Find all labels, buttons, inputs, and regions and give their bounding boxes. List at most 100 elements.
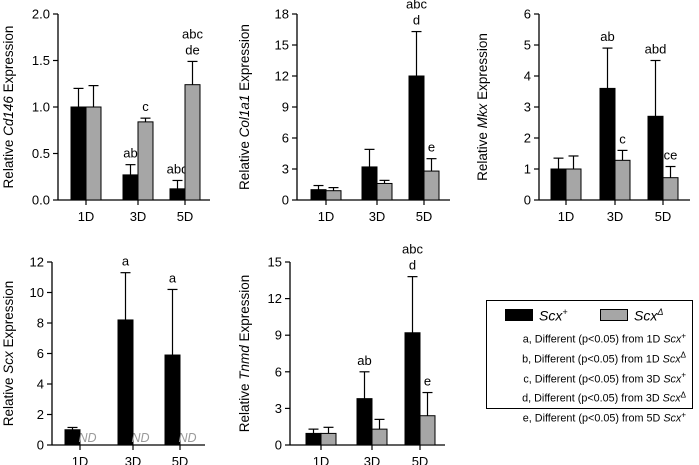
y-tick-label: 4 <box>37 377 44 392</box>
significance-label: abd <box>167 161 189 176</box>
legend-note-c: c, Different (p<0.05) from 3D Scx+ <box>523 370 686 386</box>
y-axis-label: Relative Scx Expression <box>1 281 16 427</box>
bar <box>565 168 582 201</box>
y-tick-label: 1.0 <box>32 100 50 115</box>
y-tick-label: 12 <box>30 255 44 270</box>
legend-swatch-scx-plus <box>505 309 533 321</box>
bar <box>408 75 425 201</box>
significance-label: de <box>185 42 199 57</box>
bar <box>184 84 201 201</box>
legend-entry-scx-plus: Scx+ <box>505 307 568 323</box>
nd-label: ND <box>131 431 149 445</box>
x-tick-label: 1D <box>318 209 335 224</box>
bar <box>550 168 567 201</box>
x-tick-label: 5D <box>412 454 429 465</box>
y-tick-label: 2 <box>524 131 531 146</box>
bar <box>599 87 616 201</box>
y-tick-label: 6 <box>37 346 44 361</box>
significance-label: abd <box>645 42 667 57</box>
bar <box>361 166 378 201</box>
significance-label: d <box>409 258 416 273</box>
significance-label: ce <box>664 148 678 163</box>
x-tick-label: 5D <box>172 454 189 465</box>
significance-label: abc <box>182 26 203 41</box>
x-tick-label: 1D <box>558 209 575 224</box>
significance-label: a <box>169 270 177 285</box>
y-tick-label: 1 <box>524 162 531 177</box>
y-tick-label: 0 <box>282 193 289 208</box>
bar <box>320 432 337 446</box>
x-tick-label: 5D <box>416 209 433 224</box>
significance-label: e <box>424 374 431 389</box>
nd-label: ND <box>178 431 196 445</box>
legend-entry-scx-delta: ScxΔ <box>600 307 663 323</box>
bar <box>305 432 322 446</box>
y-tick-label: 18 <box>275 7 289 22</box>
significance-label: a <box>122 254 130 269</box>
y-tick-label: 6 <box>524 7 531 22</box>
y-tick-label: 12 <box>275 69 289 84</box>
y-tick-label: 8 <box>37 316 44 331</box>
significance-label: c <box>619 131 626 146</box>
y-tick-label: 1.5 <box>32 53 50 68</box>
x-tick-label: 1D <box>78 209 95 224</box>
x-tick-label: 1D <box>313 454 330 465</box>
y-tick-label: 6 <box>282 131 289 146</box>
y-tick-label: 6 <box>275 364 282 379</box>
y-tick-label: 3 <box>524 100 531 115</box>
significance-label: ab <box>600 29 614 44</box>
x-tick-label: 3D <box>364 454 381 465</box>
legend-note-d: d, Different (p<0.05) from 3D ScxΔ <box>522 390 686 405</box>
chart-panel-mkx: 0 1 2 3 4 5 6 Relative Mkx Expression 1D 3D 5D ab ab… <box>475 7 690 224</box>
x-tick-label: 1D <box>72 454 89 465</box>
significance-label: d <box>413 13 420 28</box>
bar <box>419 415 436 446</box>
y-tick-label: 10 <box>30 285 44 300</box>
legend-swatch-scx-delta <box>600 309 628 321</box>
y-tick-label: 2.0 <box>32 7 50 22</box>
y-axis-label: Relative Tnmd Expression <box>237 275 252 433</box>
legend: Scx+ ScxΔ a, Different (p<0.05) from 1D … <box>486 300 693 425</box>
significance-label: ab <box>123 146 137 161</box>
y-tick-label: 0.0 <box>32 193 50 208</box>
y-tick-label: 3 <box>275 401 282 416</box>
bar <box>376 182 393 201</box>
significance-label: ab <box>357 353 371 368</box>
y-axis-label: Relative Mkx Expression <box>475 33 490 181</box>
significance-label: c <box>142 99 149 114</box>
bar <box>614 159 631 201</box>
y-tick-label: 12 <box>268 291 282 306</box>
y-tick-label: 0.5 <box>32 146 50 161</box>
legend-note-b: b, Different (p<0.05) from 1D ScxΔ <box>522 350 686 366</box>
y-tick-label: 0 <box>275 438 282 453</box>
significance-label: abc <box>406 0 427 12</box>
bar <box>356 398 373 446</box>
bar <box>137 121 154 201</box>
bar <box>325 190 342 201</box>
y-axis-label: Relative Col1a1 Expression <box>237 24 252 190</box>
x-tick-label: 5D <box>655 209 672 224</box>
bar <box>117 319 134 446</box>
bar <box>662 177 679 201</box>
y-tick-label: 15 <box>268 255 282 270</box>
bar <box>70 106 87 201</box>
y-tick-label: 9 <box>282 100 289 115</box>
bar <box>404 332 421 446</box>
legend-note-e: e, Different (p<0.05) from 5D Scx+ <box>522 410 686 425</box>
y-tick-label: 9 <box>275 328 282 343</box>
bar <box>310 189 327 201</box>
y-tick-label: 15 <box>275 38 289 53</box>
chart-panel-cd146: 0.0 0.5 1.0 1.5 2.0 Relative Cd146 Expression… <box>1 7 210 224</box>
y-tick-label: 5 <box>524 38 531 53</box>
chart-panel-tnmd: 0 3 6 9 12 15 Relative Tnmd Expression 1D 3D 5D ab… <box>237 242 445 465</box>
y-tick-label: 4 <box>524 69 531 84</box>
significance-label: e <box>428 140 435 155</box>
x-tick-label: 3D <box>125 454 142 465</box>
legend-label-scx-plus: Scx+ <box>539 306 568 324</box>
bar <box>169 188 186 201</box>
bar <box>371 428 388 446</box>
x-tick-label: 3D <box>130 209 147 224</box>
y-axis-label: Relative Cd146 Expression <box>1 26 16 189</box>
bar <box>647 115 664 201</box>
